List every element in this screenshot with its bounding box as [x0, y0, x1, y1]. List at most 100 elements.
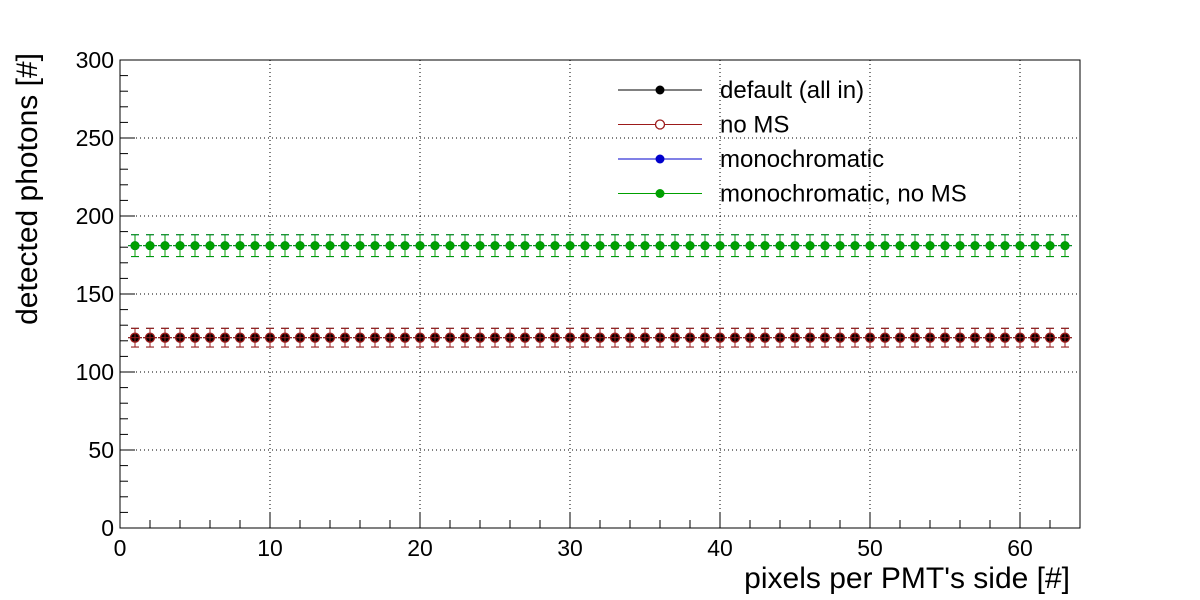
marker: [235, 241, 245, 251]
marker: [189, 332, 201, 343]
marker: [789, 332, 801, 343]
data-point: [668, 234, 682, 258]
marker: [805, 241, 815, 251]
marker: [940, 241, 950, 251]
y-tick-label: 200: [76, 203, 114, 229]
data-point: [983, 234, 997, 258]
marker: [265, 241, 275, 251]
data-point: [308, 234, 322, 258]
marker: [850, 241, 860, 251]
marker: [159, 332, 171, 343]
data-point: [968, 327, 982, 348]
data-point: [863, 327, 877, 348]
data-point: [713, 327, 727, 348]
data-point: [938, 327, 952, 348]
marker: [220, 241, 230, 251]
marker: [909, 332, 921, 343]
data-point: [803, 327, 817, 348]
marker: [864, 332, 876, 343]
data-point: [308, 327, 322, 348]
data-point: [1043, 234, 1057, 258]
marker: [489, 332, 501, 343]
data-point: [668, 327, 682, 348]
data-point: [1028, 234, 1042, 258]
marker: [279, 332, 291, 343]
marker: [145, 241, 155, 251]
marker: [504, 332, 516, 343]
data-point: [548, 234, 562, 258]
x-tick-label: 0: [114, 535, 127, 561]
marker: [640, 241, 650, 251]
marker: [520, 241, 530, 251]
marker: [595, 241, 605, 251]
data-point: [788, 327, 802, 348]
marker: [475, 241, 485, 251]
marker: [460, 241, 470, 251]
marker: [444, 332, 456, 343]
marker: [790, 241, 800, 251]
data-point: [818, 327, 832, 348]
marker: [430, 241, 440, 251]
marker: [745, 241, 755, 251]
x-tick-label: 40: [707, 535, 733, 561]
marker: [459, 332, 471, 343]
marker: [655, 241, 665, 251]
marker: [1014, 332, 1026, 343]
data-point: [1058, 234, 1072, 258]
legend-marker: [655, 189, 665, 198]
marker: [925, 241, 935, 251]
marker: [685, 241, 695, 251]
data-point: [698, 327, 712, 348]
grid-lines: [120, 60, 1080, 528]
marker: [144, 332, 156, 343]
data-point: [533, 327, 547, 348]
data-point: [338, 327, 352, 348]
data-point: [638, 327, 652, 348]
marker: [1029, 332, 1041, 343]
data-points: [128, 234, 1072, 348]
data-point: [758, 327, 772, 348]
marker: [535, 241, 545, 251]
data-point: [623, 234, 637, 258]
marker: [699, 332, 711, 343]
marker: [820, 241, 830, 251]
marker: [594, 332, 606, 343]
legend-label: no MS: [720, 112, 789, 139]
data-point: [248, 327, 262, 348]
data-point: [263, 327, 277, 348]
data-point: [518, 234, 532, 258]
data-point: [368, 327, 382, 348]
data-point: [488, 234, 502, 258]
data-point: [293, 234, 307, 258]
marker: [849, 332, 861, 343]
data-point: [143, 327, 157, 348]
marker: [204, 332, 216, 343]
data-point: [473, 327, 487, 348]
x-tick-label: 50: [857, 535, 883, 561]
marker: [775, 241, 785, 251]
x-tick-label: 60: [1007, 535, 1033, 561]
data-point: [128, 234, 142, 258]
data-point: [698, 234, 712, 258]
marker: [445, 241, 455, 251]
data-point: [353, 327, 367, 348]
data-point: [293, 327, 307, 348]
marker: [294, 332, 306, 343]
marker: [249, 332, 261, 343]
data-point: [1043, 327, 1057, 348]
marker: [370, 241, 380, 251]
x-tick-label: 10: [257, 535, 283, 561]
data-point: [158, 327, 172, 348]
data-point: [428, 234, 442, 258]
marker: [219, 332, 231, 343]
marker: [715, 241, 725, 251]
data-point: [383, 327, 397, 348]
marker: [325, 241, 335, 251]
legend-label: monochromatic, no MS: [720, 181, 967, 208]
data-point: [548, 327, 562, 348]
marker: [924, 332, 936, 343]
marker: [879, 332, 891, 343]
marker: [819, 332, 831, 343]
data-point: [143, 234, 157, 258]
data-point: [473, 234, 487, 258]
